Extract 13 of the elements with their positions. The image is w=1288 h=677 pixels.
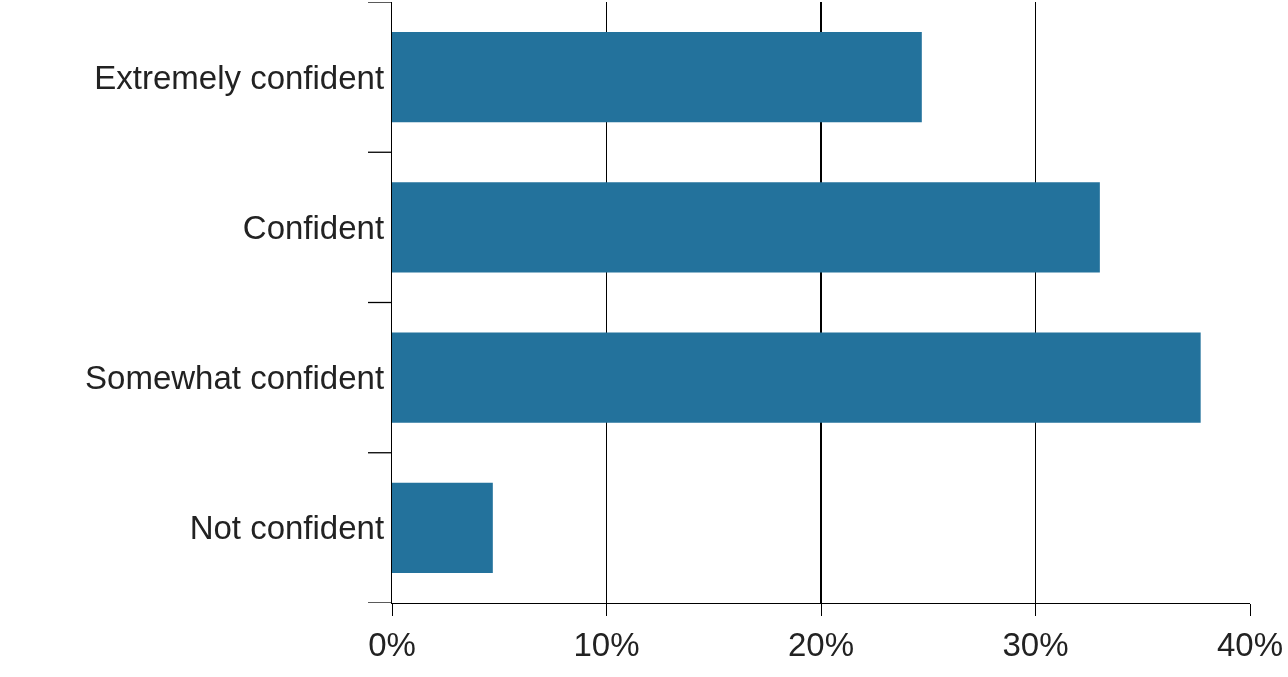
bar <box>392 482 493 573</box>
y-tick-label: Not confident <box>189 509 385 547</box>
x-tick-label: 20% <box>787 625 855 663</box>
x-tick-label: 30% <box>1002 625 1069 663</box>
bar <box>392 332 1201 423</box>
x-tick-label: 0% <box>368 625 416 663</box>
x-tick-label: 10% <box>573 625 640 663</box>
y-tick-label: Extremely confident <box>94 58 385 96</box>
bar <box>392 182 1100 273</box>
y-tick-label: Confident <box>242 208 385 246</box>
x-tick-label: 40% <box>1216 625 1284 663</box>
bar <box>392 32 922 123</box>
y-tick-label: Somewhat confident <box>85 359 385 397</box>
